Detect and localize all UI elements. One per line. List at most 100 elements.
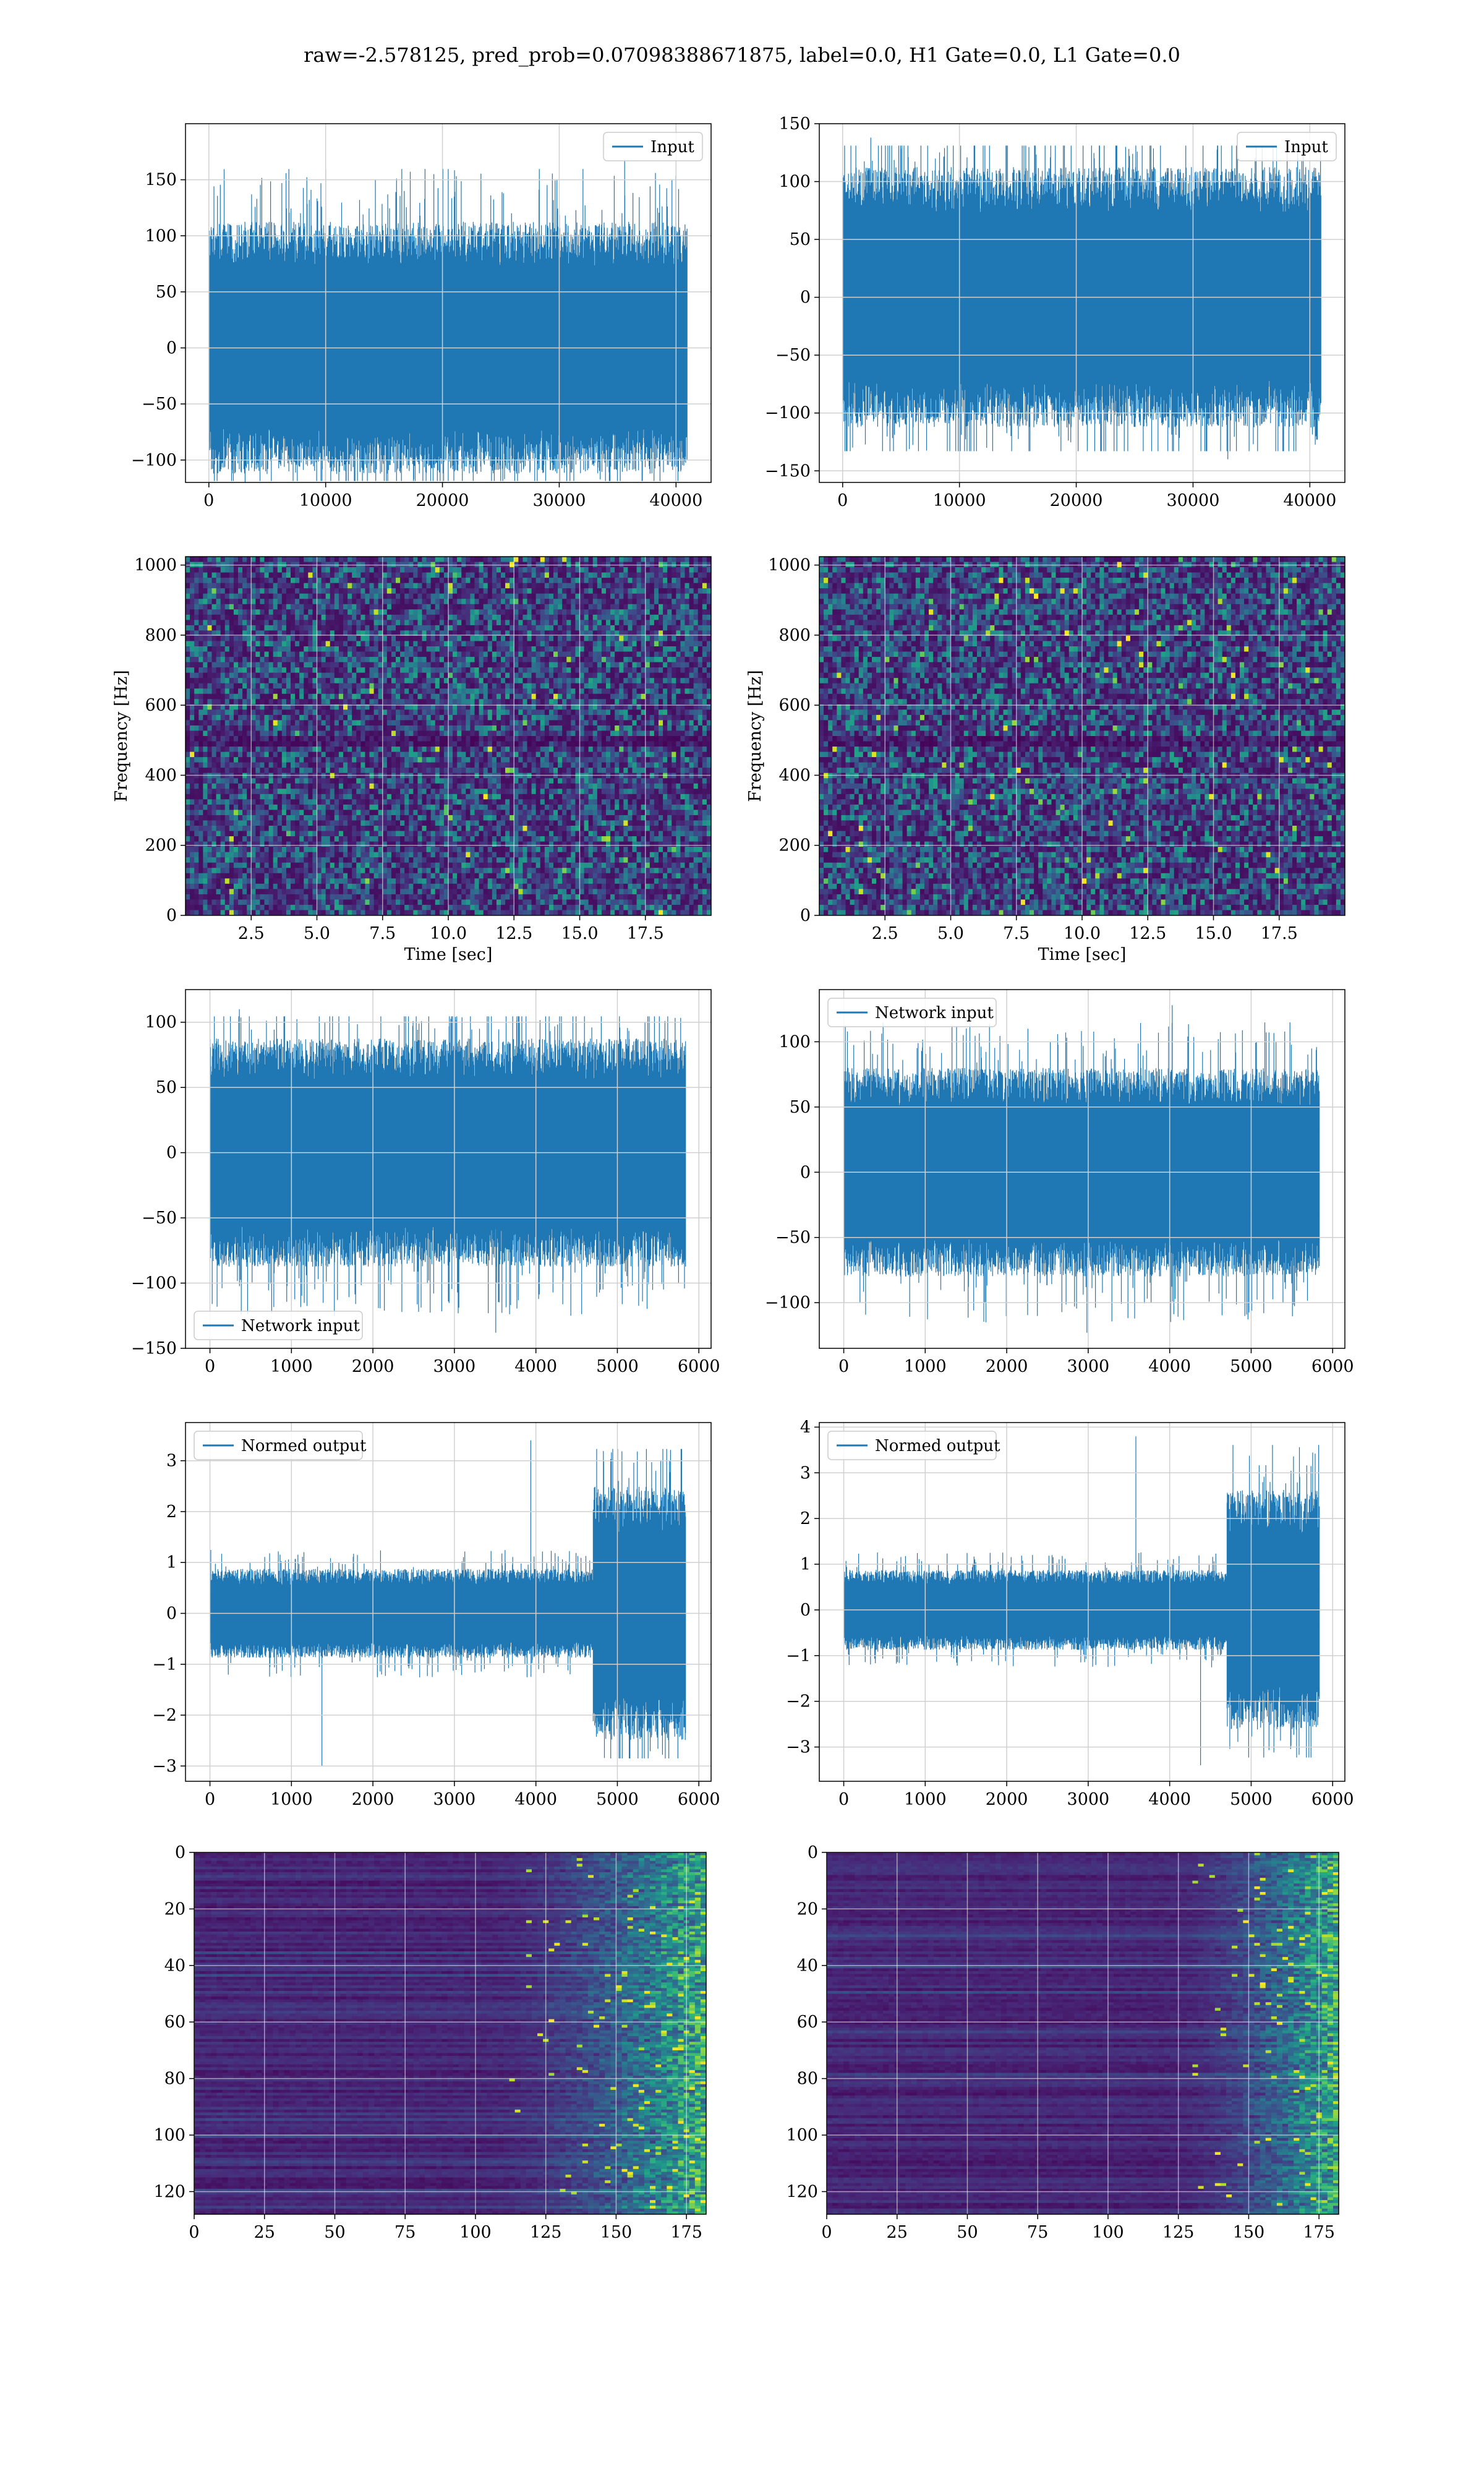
h1-spectrogram-cell (273, 757, 278, 763)
h1-spectrogram-cell (190, 651, 195, 657)
h1-spectrogram-cell (334, 635, 339, 642)
h1-spectrogram-cell (220, 736, 226, 742)
h1-spectrogram-cell (211, 762, 217, 768)
h1-spectrogram-cell (448, 709, 453, 716)
h1-spectrogram-cell (457, 635, 462, 642)
h1-spectrogram-cell (186, 583, 190, 589)
h1-spectrogram-cell (325, 567, 331, 573)
h1-spectrogram-cell (304, 667, 309, 674)
h1-spectrogram-cell (417, 762, 423, 768)
h1-spectrogram-cell (680, 747, 686, 753)
h1-spectrogram-cell (579, 693, 585, 700)
h1-spectrogram-cell (312, 641, 318, 647)
h1-spectrogram-cell (487, 630, 493, 636)
h1-spectrogram-cell (365, 583, 370, 589)
h1-spectrogram-cell (203, 672, 208, 678)
h1-spectrogram-cell (649, 757, 655, 763)
h1-spectrogram-cell (365, 720, 370, 726)
h1-spectrogram-cell (207, 572, 213, 578)
h1-spectrogram-cell (659, 741, 663, 747)
h1-spectrogram-cell (689, 678, 694, 684)
h1-spectrogram-cell (606, 683, 611, 689)
h1-spectrogram-cell (667, 604, 672, 610)
h1-spectrogram-cell (492, 709, 497, 716)
h1-spectrogram-cell (203, 762, 208, 768)
h1-spectrogram-cell (654, 567, 659, 573)
h1-spectrogram-cell (663, 672, 668, 678)
h1-spectrogram-cell (522, 768, 528, 774)
h1-spectrogram-cell (659, 672, 663, 678)
h1-spectrogram-cell (277, 609, 283, 615)
h1-spectrogram-cell (422, 747, 427, 753)
h1-spectrogram-cell (264, 736, 270, 742)
h1-spectrogram-cell (286, 736, 291, 742)
h1-spectrogram-cell (251, 641, 256, 647)
h1-spectrogram-cell (220, 699, 226, 705)
h1-spectrogram-cell (321, 572, 326, 578)
h1-spectrogram-cell (299, 741, 304, 747)
h1-spectrogram-cell (487, 688, 493, 695)
h1-spectrogram-cell (422, 651, 427, 657)
h1-input-legend-label: Input (650, 138, 694, 156)
h1-spectrogram-cell (496, 651, 501, 657)
h1-spectrogram-cell (689, 583, 694, 589)
h1-spectrogram-cell (487, 683, 493, 689)
h1-spectrogram-cell (702, 667, 707, 674)
h1-spectrogram-cell (632, 588, 638, 594)
h1-spectrogram-cell (369, 672, 375, 678)
h1-spectrogram-cell (295, 741, 300, 747)
h1-spectrogram-cell (299, 725, 304, 732)
h1-spectrogram-cell (706, 583, 711, 589)
h1-spectrogram-cell (544, 620, 550, 626)
h1-spectrogram-cell (426, 583, 432, 589)
h1-spectrogram-cell (501, 614, 506, 620)
h1-spectrogram-cell (601, 620, 607, 626)
h1-spectrogram-cell (553, 741, 558, 747)
h1-spectrogram-cell (321, 604, 326, 610)
h1-spectrogram-cell (584, 751, 589, 758)
h1-spectrogram-cell (417, 657, 423, 663)
h1-spectrogram-cell (597, 572, 602, 578)
h1-spectrogram-cell (461, 704, 466, 710)
h1-spectrogram-cell (461, 567, 466, 573)
h1-spectrogram-cell (654, 604, 659, 610)
h1-spectrogram-cell (422, 593, 427, 599)
h1-spectrogram-cell (470, 625, 475, 631)
h1-spectrogram-cell (540, 688, 545, 695)
h1-spectrogram-cell (514, 583, 519, 589)
h1-spectrogram-cell (518, 625, 524, 631)
h1-spectrogram-cell (281, 709, 287, 716)
h1-spectrogram-cell (663, 762, 668, 768)
h1-spectrogram-cell (667, 646, 672, 653)
h1-spectrogram-cell (317, 704, 322, 710)
h1-spectrogram-cell (365, 725, 370, 732)
h1-spectrogram-cell (553, 657, 558, 663)
h1-spectrogram-cell (207, 751, 213, 758)
h1-spectrogram-cell (453, 588, 458, 594)
h1-spectrogram-cell (684, 578, 690, 584)
h1-spectrogram-cell (308, 678, 313, 684)
h1-spectrogram-cell (352, 567, 357, 573)
h1-spectrogram-cell (426, 578, 432, 584)
h1-spectrogram-cell (304, 588, 309, 594)
h1-spectrogram-cell (632, 730, 638, 737)
h1-spectrogram-cell (247, 762, 252, 768)
h1-spectrogram-cell (676, 583, 681, 589)
h1-spectrogram-cell (505, 704, 510, 710)
h1-spectrogram-cell (453, 699, 458, 705)
h1-spectrogram-cell (505, 599, 510, 605)
h1-spectrogram-cell (321, 588, 326, 594)
h1-spectrogram-cell (619, 583, 624, 589)
h1-spectrogram-cell (304, 672, 309, 678)
h1-spectrogram-cell (479, 688, 484, 695)
h1-spectrogram-cell (304, 736, 309, 742)
h1-spectrogram-cell (378, 688, 383, 695)
h1-spectrogram-cell (382, 709, 388, 716)
h1-spectrogram-cell (430, 725, 436, 732)
h1-spectrogram-cell (527, 609, 532, 615)
h1-spectrogram-cell (430, 614, 436, 620)
h1-spectrogram-cell (697, 720, 703, 726)
h1-spectrogram-cell (610, 635, 615, 642)
h1-spectrogram-cell (216, 730, 221, 737)
h1-spectrogram-cell (641, 614, 646, 620)
